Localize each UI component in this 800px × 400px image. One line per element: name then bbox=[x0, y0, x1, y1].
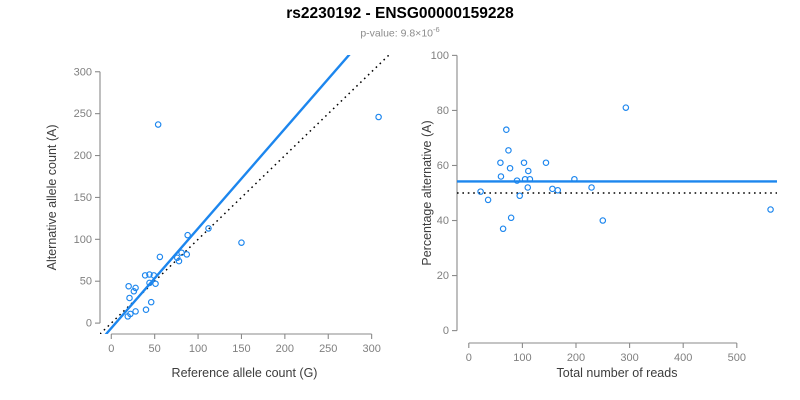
data-point bbox=[767, 206, 774, 213]
y-tick-label: 50 bbox=[80, 276, 92, 288]
data-point bbox=[516, 192, 523, 200]
right-plot: 0 100 200 300 400 500 0 20 40 60 80 100 Total number… bbox=[420, 50, 777, 380]
y-tick-label: 200 bbox=[74, 150, 92, 162]
right-points bbox=[477, 104, 774, 233]
data-point bbox=[571, 175, 578, 183]
data-point bbox=[588, 184, 595, 191]
data-point bbox=[599, 217, 607, 224]
y-tick-label: 150 bbox=[74, 192, 92, 204]
data-point bbox=[147, 298, 155, 306]
regression-line bbox=[104, 55, 351, 334]
left-plot: 0 50 100 150 200 250 300 0 50 100 150 200 250 300 Refe… bbox=[45, 55, 389, 380]
y-tick-label: 60 bbox=[437, 160, 449, 172]
y-tick-label: 0 bbox=[86, 318, 92, 330]
data-point bbox=[520, 159, 528, 166]
data-point bbox=[150, 272, 158, 279]
y-tick-label: 100 bbox=[74, 234, 92, 246]
data-point bbox=[173, 254, 181, 262]
data-point bbox=[506, 164, 514, 172]
left-lines bbox=[100, 55, 389, 334]
data-point bbox=[503, 126, 510, 133]
x-tick-label: 200 bbox=[567, 352, 585, 364]
y-tick-label: 300 bbox=[74, 66, 92, 78]
y-tick-label: 20 bbox=[437, 270, 449, 282]
data-point bbox=[477, 188, 484, 195]
x-tick-label: 50 bbox=[149, 343, 161, 355]
data-point bbox=[525, 167, 532, 175]
identity-line bbox=[100, 55, 389, 334]
x-tick-label: 200 bbox=[276, 343, 294, 355]
x-axis-title: Total number of reads bbox=[557, 366, 678, 380]
y-tick-label: 250 bbox=[74, 108, 92, 120]
data-point bbox=[154, 121, 162, 128]
data-point bbox=[507, 214, 515, 222]
data-point bbox=[497, 159, 504, 166]
data-point bbox=[484, 196, 492, 204]
y-tick-label: 100 bbox=[431, 50, 449, 62]
data-point bbox=[375, 113, 382, 121]
data-point bbox=[238, 239, 245, 246]
x-tick-label: 300 bbox=[620, 352, 638, 364]
data-point bbox=[142, 306, 150, 313]
data-point bbox=[521, 175, 529, 183]
x-tick-label: 300 bbox=[362, 343, 380, 355]
data-point bbox=[499, 225, 507, 233]
data-point bbox=[497, 173, 505, 180]
data-point bbox=[152, 280, 159, 288]
data-point bbox=[127, 310, 134, 318]
data-point bbox=[513, 177, 521, 184]
data-point bbox=[184, 231, 191, 239]
x-tick-label: 0 bbox=[108, 343, 114, 355]
y-tick-label: 40 bbox=[437, 215, 449, 227]
x-tick-label: 400 bbox=[674, 352, 692, 364]
data-point bbox=[132, 308, 139, 315]
chart-title: rs2230192 - ENSG00000159228 bbox=[286, 5, 514, 22]
data-point bbox=[156, 253, 164, 261]
y-axis-title: Percentage alternative (A) bbox=[420, 120, 434, 265]
data-point bbox=[205, 225, 212, 232]
data-point bbox=[126, 294, 133, 302]
data-point bbox=[622, 104, 630, 111]
data-point bbox=[524, 184, 532, 191]
data-point bbox=[549, 185, 556, 193]
data-point bbox=[554, 186, 562, 194]
data-point bbox=[542, 159, 550, 166]
x-axis-title: Reference allele count (G) bbox=[172, 366, 318, 380]
x-tick-label: 0 bbox=[466, 352, 472, 364]
y-tick-label: 0 bbox=[443, 325, 449, 337]
data-point bbox=[141, 272, 149, 279]
y-tick-label: 80 bbox=[437, 105, 449, 117]
data-point bbox=[146, 271, 153, 278]
data-point bbox=[526, 175, 534, 183]
chart-subtitle: p-value: 9.8×10-6 bbox=[0, 25, 800, 40]
data-point bbox=[125, 282, 132, 290]
data-point bbox=[505, 147, 512, 154]
x-tick-label: 150 bbox=[232, 343, 250, 355]
pvalue-exponent: -6 bbox=[433, 25, 440, 34]
x-tick-label: 500 bbox=[728, 352, 746, 364]
data-point bbox=[130, 287, 138, 295]
right-lines bbox=[457, 180, 777, 194]
left-points bbox=[124, 113, 382, 320]
y-axis-title: Alternative allele count (A) bbox=[45, 124, 59, 270]
x-tick-label: 250 bbox=[319, 343, 337, 355]
pvalue-text: p-value: 9.8×10 bbox=[360, 27, 433, 40]
data-point bbox=[175, 257, 183, 265]
x-tick-label: 100 bbox=[513, 352, 531, 364]
data-point bbox=[183, 251, 191, 258]
data-point bbox=[132, 284, 139, 292]
data-point bbox=[146, 279, 153, 287]
x-tick-label: 100 bbox=[189, 343, 207, 355]
